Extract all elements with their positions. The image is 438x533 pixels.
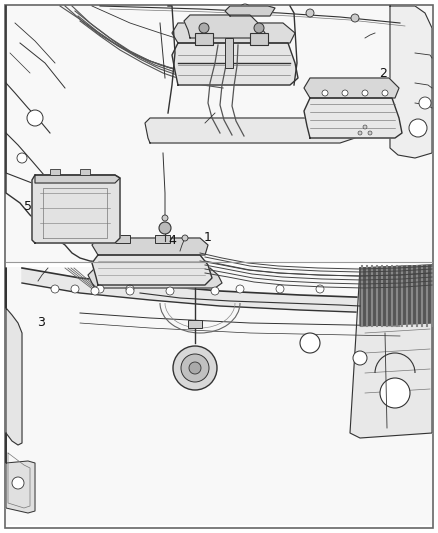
Circle shape <box>419 97 431 109</box>
Bar <box>80 169 90 175</box>
Bar <box>250 33 268 45</box>
Circle shape <box>409 119 427 137</box>
Polygon shape <box>304 98 402 138</box>
Circle shape <box>189 362 201 374</box>
Circle shape <box>240 4 250 14</box>
Bar <box>225 38 233 68</box>
Polygon shape <box>6 268 22 445</box>
Polygon shape <box>145 118 360 143</box>
Circle shape <box>12 477 24 489</box>
Polygon shape <box>35 175 120 183</box>
Polygon shape <box>92 255 212 285</box>
Circle shape <box>71 285 79 293</box>
Circle shape <box>162 215 168 221</box>
Text: 3: 3 <box>37 316 45 329</box>
Bar <box>115 235 130 243</box>
Polygon shape <box>6 433 35 513</box>
Circle shape <box>368 131 372 135</box>
Polygon shape <box>22 268 432 316</box>
Circle shape <box>166 287 174 295</box>
Circle shape <box>363 125 367 129</box>
Text: 1: 1 <box>204 231 212 244</box>
Circle shape <box>91 287 99 295</box>
Polygon shape <box>88 268 222 288</box>
Circle shape <box>17 153 27 163</box>
Polygon shape <box>390 6 432 158</box>
Bar <box>195 33 213 45</box>
Circle shape <box>126 287 134 295</box>
Bar <box>50 169 60 175</box>
Circle shape <box>342 90 348 96</box>
Circle shape <box>353 351 367 365</box>
Circle shape <box>358 131 362 135</box>
Polygon shape <box>32 175 120 243</box>
Bar <box>188 320 202 328</box>
Circle shape <box>236 285 244 293</box>
Circle shape <box>380 378 410 408</box>
Circle shape <box>182 235 188 241</box>
Circle shape <box>300 333 320 353</box>
Polygon shape <box>92 238 208 255</box>
Circle shape <box>51 285 59 293</box>
Polygon shape <box>360 265 432 326</box>
Circle shape <box>27 110 43 126</box>
Circle shape <box>211 287 219 295</box>
Circle shape <box>316 285 324 293</box>
Polygon shape <box>350 265 432 438</box>
Polygon shape <box>184 15 265 38</box>
Circle shape <box>254 23 264 33</box>
Circle shape <box>126 285 134 293</box>
Circle shape <box>276 285 284 293</box>
Polygon shape <box>172 23 295 43</box>
Circle shape <box>382 90 388 96</box>
Text: 5: 5 <box>24 200 32 213</box>
Text: 4: 4 <box>169 235 177 247</box>
Polygon shape <box>304 78 399 98</box>
Text: 2: 2 <box>379 67 387 80</box>
Circle shape <box>199 23 209 33</box>
Circle shape <box>306 9 314 17</box>
Polygon shape <box>172 43 298 85</box>
Bar <box>6 267 432 525</box>
Bar <box>6 6 432 262</box>
Circle shape <box>96 285 104 293</box>
Circle shape <box>362 90 368 96</box>
Circle shape <box>181 354 209 382</box>
Circle shape <box>351 14 359 22</box>
Polygon shape <box>225 6 275 16</box>
Circle shape <box>159 222 171 234</box>
Bar <box>155 235 170 243</box>
Circle shape <box>322 90 328 96</box>
Circle shape <box>173 346 217 390</box>
